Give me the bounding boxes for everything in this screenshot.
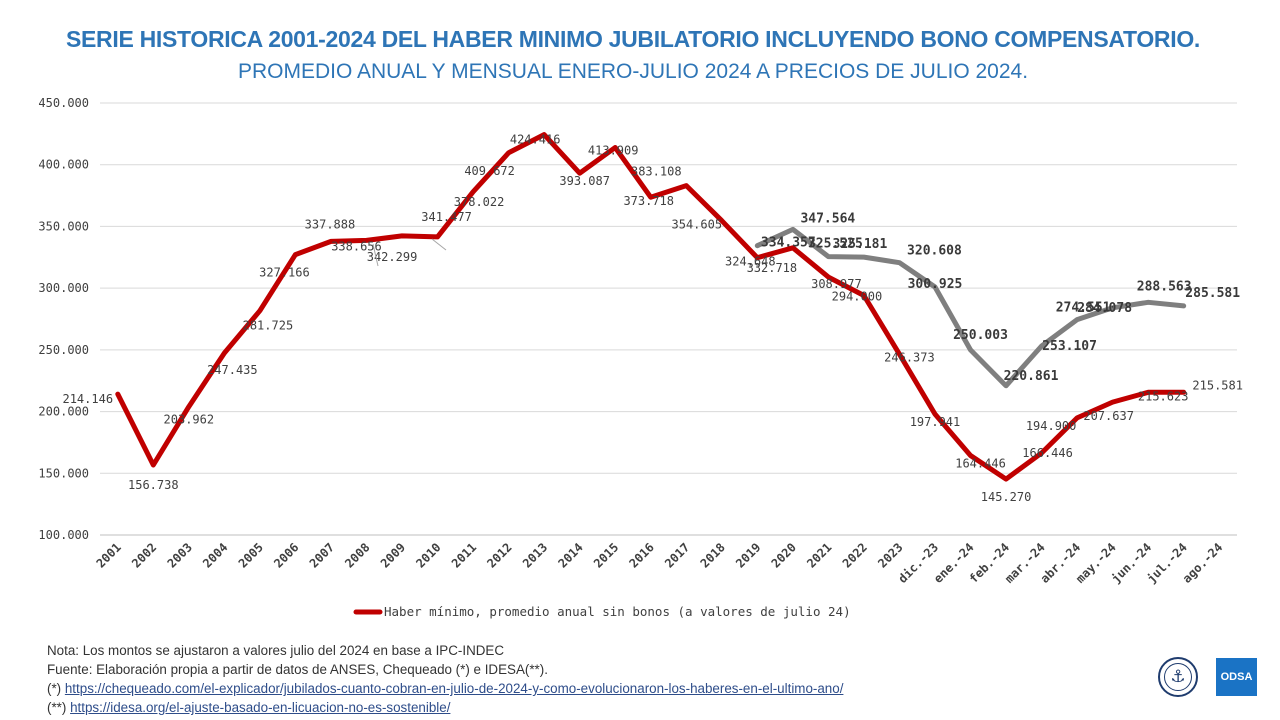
data-label-bonus: 288.563 [1137, 279, 1192, 294]
data-label-minimum: 281.725 [243, 319, 294, 333]
data-label-minimum: 354.605 [672, 218, 723, 232]
x-tick-label: 2006 [271, 540, 301, 570]
data-label-minimum: 294.000 [832, 290, 883, 304]
data-label-minimum: 197.941 [910, 415, 961, 429]
line-chart: 100.000 150.000 200.000 250.000 300.000 350.0… [38, 96, 1243, 619]
x-tick-label: 2008 [342, 540, 372, 570]
y-tick-label: 250.000 [38, 343, 89, 357]
y-tick-label: 150.000 [38, 466, 89, 480]
data-label-minimum: 145.270 [981, 490, 1032, 504]
x-tick-label: 2011 [449, 540, 479, 570]
series-line-minimum-pension [115, 132, 1187, 482]
data-label-minimum: 194.900 [1026, 419, 1077, 433]
series-line-with-bonus [754, 226, 1187, 389]
x-tick-label: 2023 [875, 540, 905, 570]
data-label-bonus: 325.525 [808, 237, 863, 252]
note-link2-prefix: (**) [47, 700, 71, 715]
x-tick-label: 2010 [413, 540, 443, 570]
x-tick-label: 2003 [165, 540, 195, 570]
data-label-minimum: 166.446 [1022, 446, 1073, 460]
y-tick-label: 450.000 [38, 96, 89, 110]
data-label-minimum: 327.166 [259, 266, 310, 280]
y-axis: 100.000 150.000 200.000 250.000 300.000 350.0… [38, 96, 89, 542]
legend: Haber mínimo, promedio anual sin bonos (… [353, 604, 851, 619]
x-tick-label: 2007 [307, 540, 337, 570]
label-leader-line [372, 243, 379, 267]
note-link-idesa-row: (**) https://idesa.org/el-ajuste-basado-… [47, 698, 843, 717]
data-label-bonus: 320.608 [907, 244, 962, 259]
data-label-minimum: 156.738 [128, 478, 179, 492]
x-tick-label: 2004 [200, 540, 230, 570]
data-label-bonus: 300.925 [908, 277, 963, 292]
data-label-minimum: 214.146 [62, 392, 113, 406]
x-tick-label: 2009 [378, 540, 408, 570]
data-label-minimum: 378.022 [454, 195, 505, 209]
y-tick-label: 400.000 [38, 158, 89, 172]
data-label-minimum: 308.977 [811, 277, 862, 291]
data-label-minimum: 215.581 [1192, 378, 1243, 392]
note-link-chequeado-row: (*) https://chequeado.com/el-explicador/… [47, 679, 843, 698]
footnotes: Nota: Los montos se ajustaron a valores … [47, 641, 843, 717]
x-tick-label: 2019 [733, 540, 763, 570]
note-adjustment: Nota: Los montos se ajustaron a valores … [47, 643, 505, 658]
x-tick-label: 2016 [627, 540, 657, 570]
y-tick-label: 200.000 [38, 405, 89, 419]
label-leader-line [431, 238, 447, 251]
y-tick-label: 300.000 [38, 281, 89, 295]
data-label-minimum: 337.888 [305, 217, 356, 231]
data-label-minimum: 324.648 [725, 255, 776, 269]
chart-subtitle: PROMEDIO ANUAL Y MENSUAL ENERO-JULIO 202… [237, 60, 1029, 83]
note-link1-prefix: (*) [47, 681, 65, 696]
data-label-minimum: 342.299 [367, 250, 418, 264]
x-tick-label: 2001 [94, 540, 124, 570]
data-label-minimum: 246.373 [884, 350, 935, 364]
university-seal-logo: ⚓ [1158, 657, 1198, 697]
odsa-logo: ODSA [1216, 658, 1257, 696]
x-tick-label: 2014 [555, 540, 585, 570]
x-tick-label: 2022 [840, 540, 870, 570]
y-tick-label: 100.000 [38, 528, 89, 542]
data-label-minimum: 203.962 [164, 413, 215, 427]
data-label-minimum: 207.637 [1083, 409, 1134, 423]
data-label-bonus: 220.861 [1004, 369, 1059, 384]
x-tick-label: 2005 [236, 540, 266, 570]
x-tick-label: 2013 [520, 540, 550, 570]
data-label-minimum: 413.909 [588, 144, 639, 158]
x-tick-label: 2002 [129, 540, 159, 570]
x-tick-label: 2020 [769, 540, 799, 570]
data-label-minimum: 338.656 [331, 239, 382, 253]
data-label-bonus: 285.581 [1185, 286, 1240, 301]
x-tick-label: 2012 [484, 540, 514, 570]
x-tick-label: 2018 [698, 540, 728, 570]
data-label-bonus: 334.357 [761, 236, 816, 251]
x-tick-label: 2021 [804, 540, 834, 570]
data-label-minimum: 409.672 [464, 164, 515, 178]
chequeado-link[interactable]: https://chequeado.com/el-explicador/jubi… [64, 681, 844, 696]
data-label-bonus: 347.564 [800, 211, 855, 226]
data-label-minimum: 164.446 [955, 456, 1006, 470]
data-label-bonus: 274.551 [1056, 301, 1111, 316]
data-label-bonus: 284.078 [1077, 301, 1132, 316]
x-tick-label: 2017 [662, 540, 692, 570]
data-label-bonus: 325.181 [833, 237, 888, 252]
data-labels: 214.146 156.738 203.962 247.435 281.725 327.1… [62, 133, 1243, 505]
series-lines [115, 132, 1187, 482]
data-label-minimum: 393.087 [559, 174, 610, 188]
data-label-minimum: 341.477 [421, 210, 472, 224]
data-label-minimum: 383.108 [631, 165, 682, 179]
data-label-minimum: 424.416 [510, 133, 561, 147]
data-label-bonus: 253.107 [1042, 339, 1097, 354]
y-tick-label: 350.000 [38, 219, 89, 233]
chart-title: SERIE HISTORICA 2001-2024 DEL HABER MINI… [65, 26, 1201, 52]
data-label-minimum: 373.718 [623, 194, 674, 208]
idesa-link[interactable]: https://idesa.org/el-ajuste-basado-en-li… [70, 700, 451, 715]
x-tick-label: 2015 [591, 540, 621, 570]
note-source: Fuente: Elaboración propia a partir de d… [47, 662, 548, 677]
data-label-minimum: 332.718 [747, 261, 798, 275]
legend-label: Haber mínimo, promedio anual sin bonos (… [384, 604, 851, 619]
data-label-minimum: 247.435 [207, 363, 258, 377]
x-axis: 2001 2002 2003 2004 2005 2006 2007 2008 2009 2010… [94, 534, 1237, 586]
data-label-bonus: 250.003 [953, 328, 1008, 343]
data-label-minimum: 215.623 [1138, 389, 1189, 403]
